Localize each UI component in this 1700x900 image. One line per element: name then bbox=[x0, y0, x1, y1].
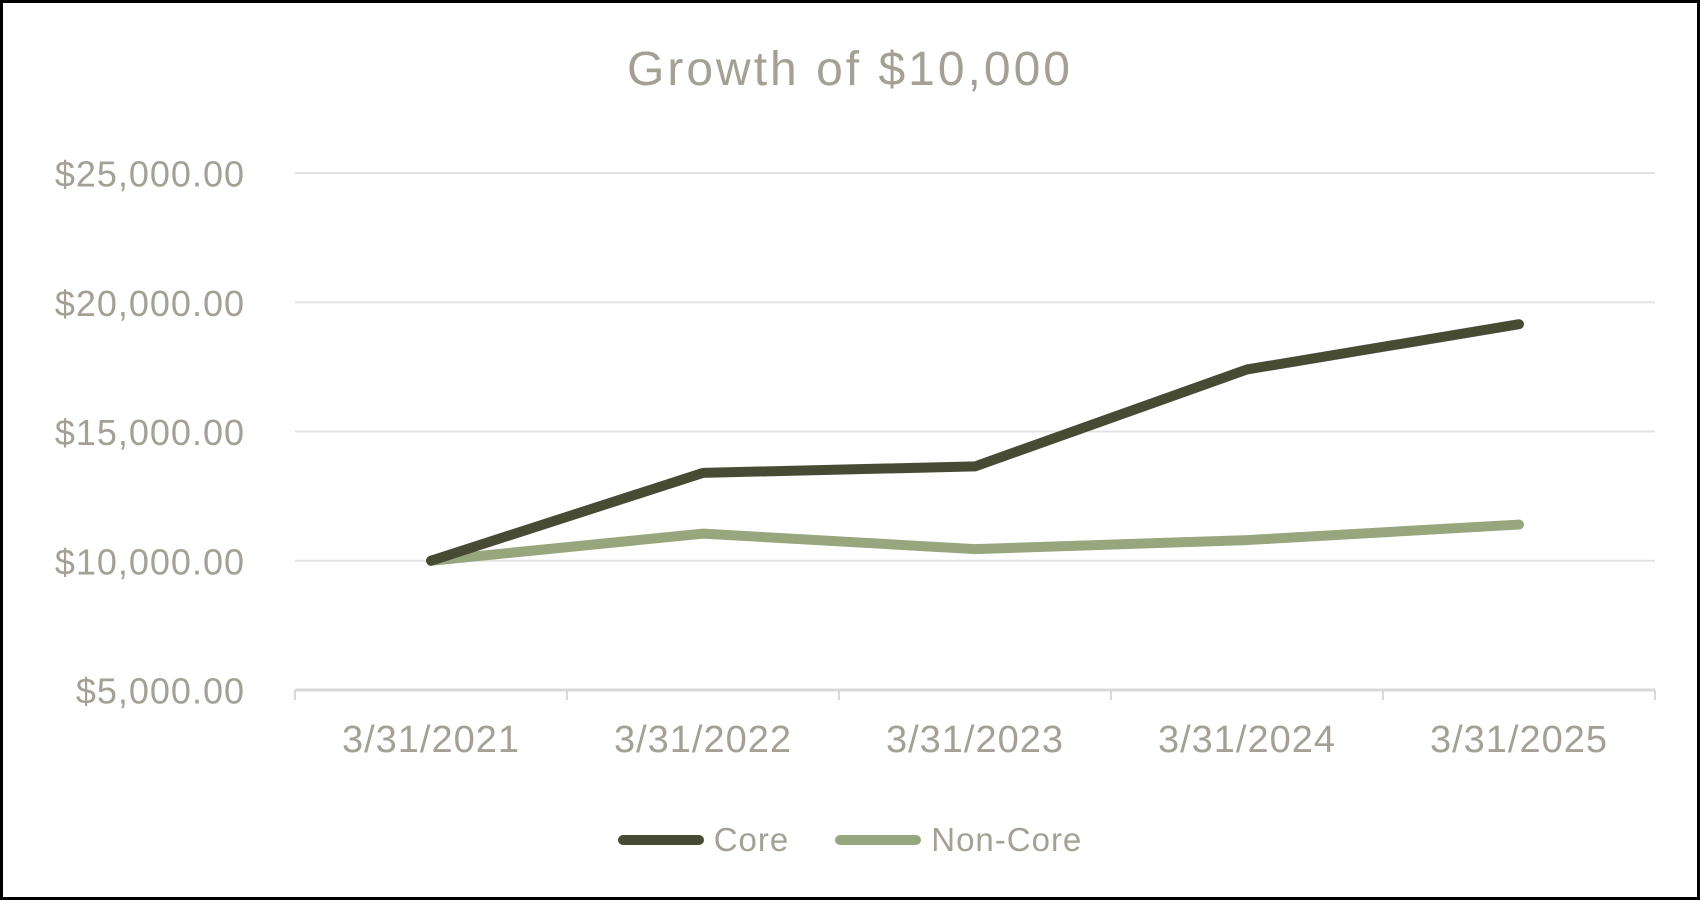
series-line-core bbox=[426, 319, 1524, 566]
x-axis-tick-label: 3/31/2022 bbox=[614, 719, 792, 761]
legend-item-non-core: Non-Core bbox=[835, 821, 1082, 859]
series-line-non-core bbox=[426, 519, 1524, 566]
legend-item-core: Core bbox=[617, 821, 790, 859]
legend-label-non-core: Non-Core bbox=[931, 821, 1083, 858]
x-axis-tick-label: 3/31/2024 bbox=[1158, 719, 1336, 761]
line-chart: $5,000.00 $10,000.00 $15,000.00 $20,000.00 $… bbox=[55, 154, 1656, 761]
y-axis-tick-label: $5,000.00 bbox=[76, 671, 245, 712]
y-axis-tick-label: $20,000.00 bbox=[55, 283, 245, 324]
x-axis-tick-label: 3/31/2023 bbox=[886, 719, 1064, 761]
y-axis-tick-label: $25,000.00 bbox=[55, 154, 245, 195]
x-axis-tick-label: 3/31/2025 bbox=[1430, 719, 1608, 761]
core-line-swatch-icon bbox=[617, 835, 704, 845]
legend-label-core: Core bbox=[713, 821, 790, 858]
y-axis-tick-label: $15,000.00 bbox=[55, 412, 245, 453]
chart-title: Growth of $10,000 bbox=[627, 43, 1073, 96]
y-axis-tick-label: $10,000.00 bbox=[55, 541, 245, 582]
non-core-line-swatch-icon bbox=[835, 835, 922, 845]
chart-legend: Core Non-Core bbox=[3, 821, 1697, 859]
x-axis-tick-label: 3/31/2021 bbox=[342, 719, 520, 761]
